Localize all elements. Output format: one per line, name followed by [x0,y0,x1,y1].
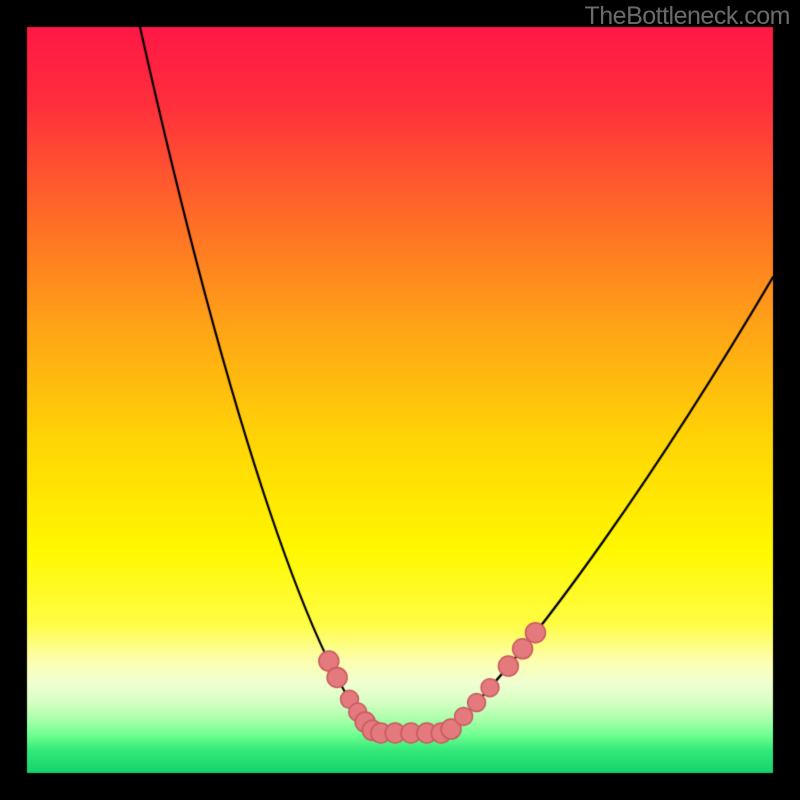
chart-container: TheBottleneck.com [0,0,800,800]
bottleneck-curve-chart [0,0,800,800]
